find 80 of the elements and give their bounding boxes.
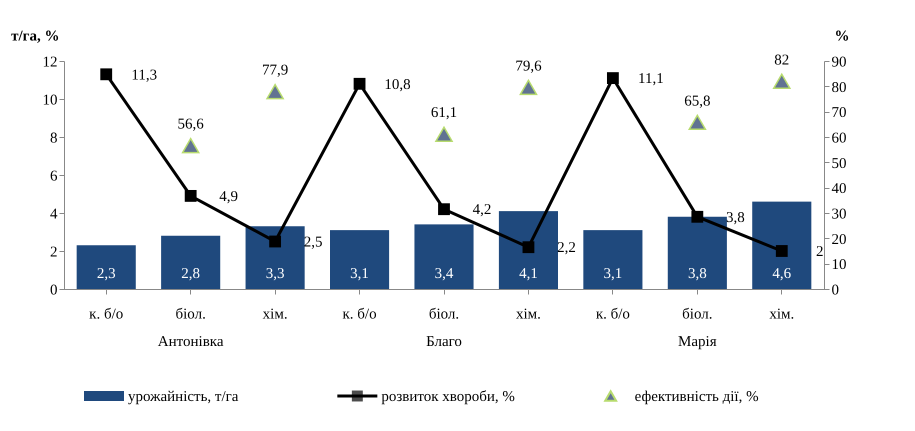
y-axis-title: т/га, % (11, 28, 60, 44)
y-tick-label: 2 (50, 244, 58, 260)
point (691, 210, 704, 223)
point (776, 245, 788, 257)
point (354, 78, 366, 90)
data-label: 3,3 (266, 266, 284, 282)
data-label: 77,9 (262, 62, 288, 79)
y2-axis-title: % (834, 28, 850, 44)
data-label: 4,1 (519, 266, 538, 282)
y-tick-label: 6 (50, 168, 58, 184)
text: Антонівка (158, 334, 224, 350)
y-tick-label: 0 (50, 282, 58, 298)
y2-tick-label: 90 (832, 54, 846, 70)
bar (414, 224, 474, 289)
x-tick-label: хім. (516, 306, 541, 322)
bar (76, 245, 136, 289)
y-tick-label: 8 (50, 130, 58, 146)
y2-tick-label: 30 (832, 206, 846, 222)
point (438, 203, 450, 216)
data-label: 4,6 (772, 266, 792, 282)
data-label: 11,1 (638, 71, 664, 88)
y2-tick-label: 60 (832, 130, 846, 146)
data-label: 82 (774, 52, 790, 68)
data-label: 61,1 (430, 105, 458, 122)
y2-tick-label: 10 (832, 257, 846, 274)
data-label: 3,8 (726, 210, 745, 226)
point (522, 241, 534, 254)
x-tick-label: біол. (175, 306, 206, 322)
data-label: 11,3 (131, 67, 158, 84)
text: Марія (678, 334, 717, 350)
data-label: 65,8 (684, 93, 710, 110)
point (266, 84, 284, 100)
text: Благо (426, 334, 462, 350)
point (520, 80, 538, 96)
y-tick-label: 4 (50, 206, 58, 222)
data-label: 3,4 (434, 266, 454, 282)
y2-tick-label: 50 (832, 156, 846, 172)
point (435, 126, 453, 142)
x-tick-label: хім. (262, 306, 288, 322)
y2-tick-label: 70 (832, 105, 846, 122)
bar (498, 211, 558, 289)
point (688, 114, 706, 130)
x-tick-label: біол. (428, 306, 460, 322)
data-label: 3,1 (604, 266, 622, 282)
data-label: 4,2 (472, 202, 492, 218)
point (772, 74, 791, 89)
data-label: 3,1 (350, 266, 369, 282)
point (182, 138, 200, 154)
y-tick-label: 12 (42, 54, 58, 70)
data-label: 10,8 (384, 76, 411, 93)
x-tick-label: біол. (682, 306, 713, 322)
bar (330, 230, 390, 289)
bar (161, 236, 220, 289)
y2-tick-label: 20 (832, 232, 846, 248)
y2-tick-label: 40 (832, 181, 846, 198)
y2-tick-label: 0 (832, 282, 839, 298)
bar (583, 230, 642, 289)
point (100, 68, 112, 80)
y2-tick-label: 80 (832, 80, 846, 96)
bar (668, 216, 727, 289)
x-tick-label: к. б/о (342, 306, 377, 322)
legend-label: урожайність, т/га (128, 389, 239, 405)
bar (752, 202, 812, 289)
data-label: 2,8 (181, 266, 200, 282)
data-label: 2,3 (96, 266, 116, 282)
bar (246, 226, 305, 289)
y-tick-label: 10 (42, 92, 58, 108)
point (606, 72, 619, 84)
legend-label: розвиток хвороби, % (381, 389, 515, 405)
point (269, 236, 282, 248)
data-label: 79,6 (515, 58, 542, 74)
legend-label: ефективність дії, % (634, 389, 759, 405)
data-label: 4,9 (219, 188, 238, 205)
point (184, 190, 197, 202)
data-label: 2 (816, 244, 824, 260)
x-tick-label: к. б/о (596, 306, 630, 322)
data-label: 56,6 (178, 116, 204, 133)
x-tick-label: хім. (769, 306, 794, 322)
x-tick-label: к. б/о (89, 306, 124, 322)
data-label: 3,8 (688, 266, 707, 282)
